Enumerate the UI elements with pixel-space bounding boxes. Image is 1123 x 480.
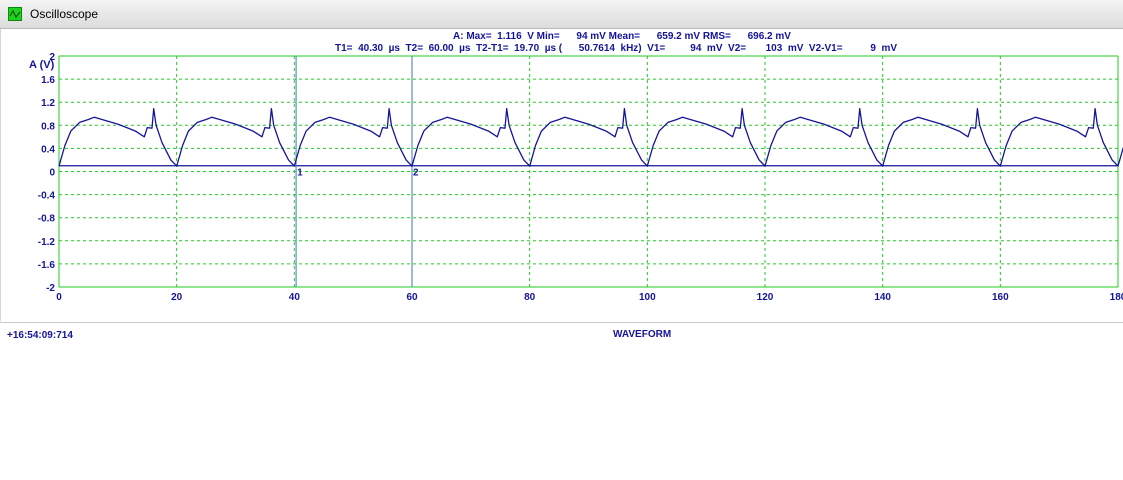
x-tick-label: 60 xyxy=(406,292,418,303)
x-axis-label: WAVEFORM xyxy=(613,329,672,340)
waveform-trace xyxy=(58,107,1123,167)
x-tick-label: 100 xyxy=(639,292,656,303)
oscilloscope-window: Oscilloscope 02040608010012014016018021.… xyxy=(0,0,1123,341)
y-tick-label: 0.4 xyxy=(41,144,55,155)
x-tick-label: 20 xyxy=(171,292,183,303)
y-tick-label: -2 xyxy=(46,283,55,294)
y-tick-label: -0.8 xyxy=(38,214,56,225)
x-tick-label: 0 xyxy=(56,292,62,303)
oscilloscope-icon xyxy=(8,7,22,21)
window-title: Oscilloscope xyxy=(30,7,99,21)
x-tick-label: 80 xyxy=(524,292,536,303)
title-bar[interactable]: Oscilloscope xyxy=(0,0,1123,29)
y-tick-label: 1.6 xyxy=(41,75,55,86)
timestamp: +16:54:09:714 xyxy=(7,330,73,341)
scope-display[interactable]: 0 20 40 60 80 100 120 140 160 180 2 1.6 1.2 0.8 0.4 0 -0… xyxy=(0,29,1123,341)
y-tick-label: -1.2 xyxy=(38,237,56,248)
y-tick-label: 2 xyxy=(49,52,55,63)
cursor-label-1: 1 xyxy=(297,168,303,179)
x-tick-label: 160 xyxy=(992,292,1009,303)
x-tick-label: 180 xyxy=(1110,292,1123,303)
y-tick-label: -1.6 xyxy=(38,260,56,271)
measurement-readout: A: Max= 1.116 V Min= 94 mV Mean= 659.2 m… xyxy=(453,31,791,42)
x-tick-label: 140 xyxy=(874,292,891,303)
y-tick-label: 0 xyxy=(49,168,55,179)
y-tick-label: 1.2 xyxy=(41,98,55,109)
cursor-readout: T1= 40.30 µs T2= 60.00 µs T2-T1= 19.70 µ… xyxy=(335,43,898,54)
y-axis-unit: A (V) xyxy=(29,59,55,71)
x-tick-label: 40 xyxy=(289,292,301,303)
x-tick-label: 120 xyxy=(757,292,774,303)
cursor-label-2: 2 xyxy=(413,168,419,179)
y-tick-label: -0.4 xyxy=(38,191,56,202)
y-tick-label: 0.8 xyxy=(41,121,55,132)
waveform-plot[interactable]: 0 20 40 60 80 100 120 140 160 180 2 1.6 1.2 0.8 0.4 0 -0… xyxy=(1,29,1123,321)
